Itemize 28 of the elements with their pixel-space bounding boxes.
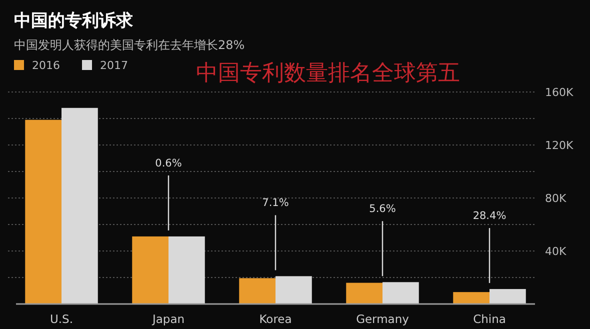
x-tick-label: Germany [356,312,410,326]
bar [25,120,62,304]
x-tick-label: Japan [151,312,185,326]
y-tick-label: 40K [545,245,567,258]
chart-title: 中国的专利诉求 [14,11,134,31]
y-tick-label: 160K [545,86,574,99]
bar [382,282,419,304]
y-tick-label: 80K [545,192,567,205]
chart-subtitle: 中国发明人获得的美国专利在去年增长28% [14,38,245,52]
legend-label: 2017 [100,59,128,72]
x-tick-label: Korea [259,312,292,326]
bar [453,292,490,304]
legend-label: 2016 [32,59,60,72]
bar [346,282,382,304]
y-tick-label: 120K [545,139,574,152]
bar [276,276,312,304]
bar [132,236,168,304]
annotation: 0.6% [155,157,182,170]
annotation: 28.4% [472,210,506,222]
annotation: 5.6% [369,203,396,216]
bar [168,236,205,304]
bar [490,289,526,304]
bar [239,278,276,304]
annotation: 7.1% [262,197,289,210]
x-tick-label: U.S. [50,312,74,326]
x-tick-label: China [473,312,506,326]
bar [62,108,98,304]
text: 中国专利数量排名全球第五 [196,61,460,86]
